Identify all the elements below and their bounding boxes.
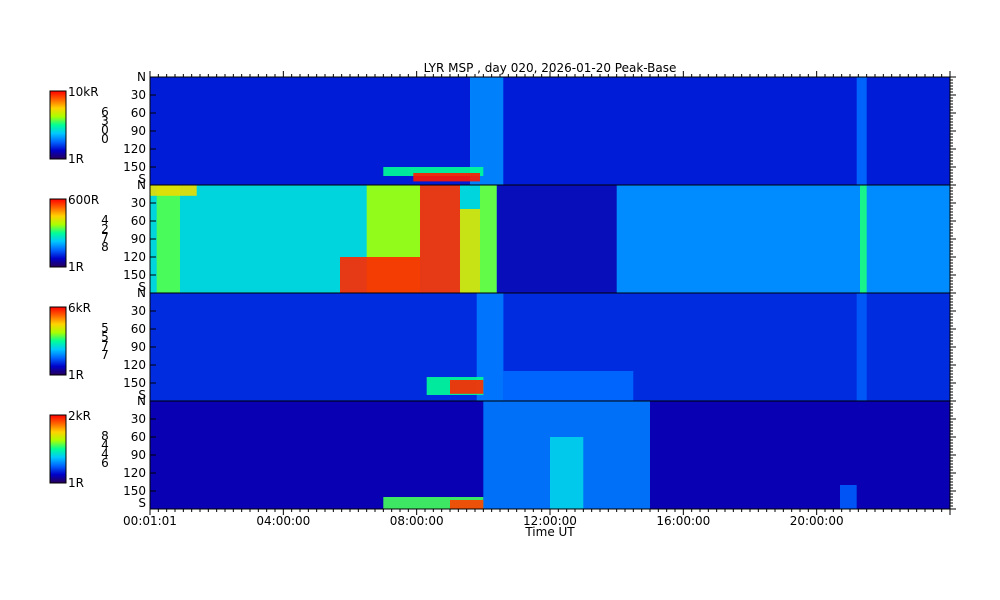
colorbar xyxy=(49,306,67,376)
wavelength-digit: 0 xyxy=(101,123,109,137)
y-tick-label: 60 xyxy=(131,322,146,336)
wavelength-digit: 8 xyxy=(101,240,109,254)
chart-title: LYR MSP , day 020, 2026-01-20 Peak-Base xyxy=(424,61,677,75)
y-tick-label: 150 xyxy=(123,160,146,174)
wavelength-digit: 8 xyxy=(101,429,109,443)
y-tick-label: S xyxy=(138,280,146,294)
y-tick-label: 120 xyxy=(123,466,146,480)
intensity-region xyxy=(450,380,484,394)
y-tick-label: 120 xyxy=(123,358,146,372)
intensity-region xyxy=(860,185,867,293)
y-tick-label: 150 xyxy=(123,376,146,390)
y-tick-label: N xyxy=(137,70,146,84)
wavelength-digit: 5 xyxy=(101,330,109,344)
y-tick-label: 30 xyxy=(131,196,146,210)
y-tick-label: 90 xyxy=(131,340,146,354)
colorbar xyxy=(49,90,67,160)
y-tick-label: N xyxy=(137,286,146,300)
colorbar xyxy=(49,414,67,484)
x-tick-label: 16:00:00 xyxy=(656,514,710,528)
y-tick-label: 90 xyxy=(131,124,146,138)
intensity-region xyxy=(413,173,480,182)
wavelength-digit: 2 xyxy=(101,222,109,236)
wavelength-digit: 7 xyxy=(101,339,109,353)
colorbar-min-label: 1R xyxy=(68,476,84,490)
intensity-region xyxy=(383,167,484,176)
intensity-region xyxy=(150,185,197,196)
panels: N306090120150S10kR1R6300N306090120150S60… xyxy=(49,70,956,510)
colorbar-min-label: 1R xyxy=(68,152,84,166)
y-tick-label: 120 xyxy=(123,250,146,264)
intensity-region xyxy=(856,77,867,185)
y-tick-label: 90 xyxy=(131,232,146,246)
wavelength-digit: 4 xyxy=(101,447,109,461)
y-tick-label: N xyxy=(137,178,146,192)
x-tick-label: 08:00:00 xyxy=(390,514,444,528)
x-tick-label: 12:00:00 xyxy=(523,514,577,528)
panel-background xyxy=(150,77,950,185)
intensity-region xyxy=(420,185,460,293)
y-tick-label: 30 xyxy=(131,304,146,318)
y-tick-label: 90 xyxy=(131,448,146,462)
intensity-region xyxy=(450,500,484,509)
wavelength-digit: 7 xyxy=(101,231,109,245)
wavelength-digit: 4 xyxy=(101,438,109,452)
wavelength-digit: 4 xyxy=(101,213,109,227)
colorbar-min-label: 1R xyxy=(68,368,84,382)
y-tick-label: 120 xyxy=(123,142,146,156)
intensity-region xyxy=(503,371,634,401)
colorbar-max-label: 2kR xyxy=(68,409,91,423)
intensity-region xyxy=(840,485,857,509)
y-tick-label: 60 xyxy=(131,106,146,120)
intensity-region xyxy=(550,437,584,509)
intensity-region xyxy=(340,257,420,293)
y-tick-label: 60 xyxy=(131,214,146,228)
wavelength-digit: 6 xyxy=(101,105,109,119)
y-tick-label: 60 xyxy=(131,430,146,444)
y-tick-label: S xyxy=(138,388,146,402)
wavelength-digit: 0 xyxy=(101,132,109,146)
colorbar-max-label: 600R xyxy=(68,193,99,207)
wavelength-digit: 6 xyxy=(101,456,109,470)
colorbar-min-label: 1R xyxy=(68,260,84,274)
y-tick-label: S xyxy=(138,496,146,510)
wavelength-digit: 7 xyxy=(101,348,109,362)
intensity-region xyxy=(480,185,497,293)
x-tick-label: 04:00:00 xyxy=(256,514,310,528)
intensity-region xyxy=(856,293,867,401)
colorbar-max-label: 6kR xyxy=(68,301,91,315)
x-tick-label: 20:00:00 xyxy=(790,514,844,528)
colorbar xyxy=(49,198,67,268)
x-axis: 00:01:01 04:00:00 08:00:00 12:00:00 16:00:00… xyxy=(123,71,951,528)
intensity-region xyxy=(460,209,480,293)
x-tick-label: 00:01:01 xyxy=(123,514,177,528)
x-axis-label: Time UT xyxy=(524,525,575,539)
wavelength-digit: 5 xyxy=(101,321,109,335)
wavelength-digit: 3 xyxy=(101,114,109,128)
y-tick-label: 30 xyxy=(131,88,146,102)
y-tick-label: S xyxy=(138,172,146,186)
intensity-region xyxy=(496,185,617,293)
y-tick-label: 150 xyxy=(123,268,146,282)
y-tick-label: 30 xyxy=(131,412,146,426)
y-tick-label: N xyxy=(137,394,146,408)
intensity-region xyxy=(156,185,180,293)
y-tick-label: 150 xyxy=(123,484,146,498)
colorbar-max-label: 10kR xyxy=(68,85,99,99)
